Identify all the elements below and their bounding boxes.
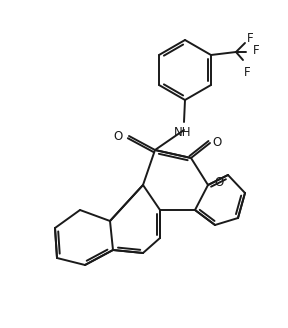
Text: O: O — [212, 136, 221, 150]
Text: O: O — [214, 175, 223, 189]
Text: O: O — [114, 130, 123, 142]
Text: NH: NH — [174, 126, 192, 139]
Text: F: F — [253, 45, 259, 57]
Text: F: F — [244, 66, 250, 79]
Text: F: F — [247, 31, 253, 45]
